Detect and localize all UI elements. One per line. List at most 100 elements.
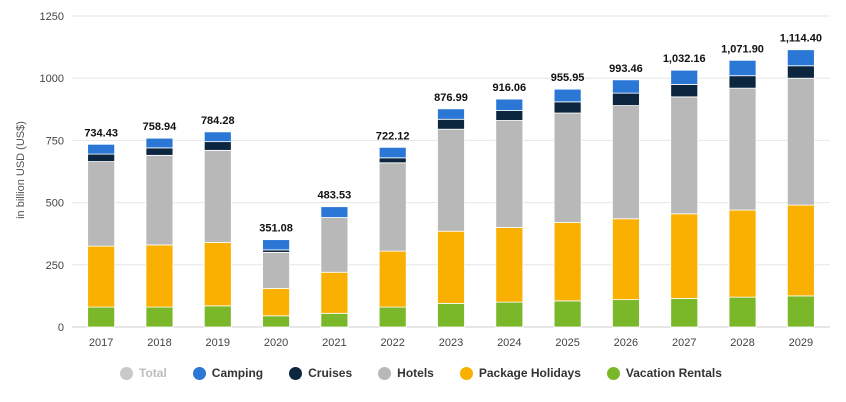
bar-segment-package-holidays [670,213,699,299]
y-axis-ticks: 0 250 500 750 1000 1250 [40,11,64,334]
bar-segment-hotels [378,162,407,252]
x-tick-label: 2024 [497,337,521,349]
legend-label: Hotels [397,366,434,380]
legend-label: Total [139,366,167,380]
bar-segment-package-holidays [437,230,465,304]
bar-segment-package-holidays [87,245,116,308]
legend-item-cruises[interactable]: Cruises [289,366,352,380]
bar-segment-cruises [495,110,524,121]
bar-segment-camping [728,59,757,77]
bar-segment-cruises [670,84,699,98]
bar-segment-camping [378,146,407,159]
x-tick-label: 2027 [672,337,696,349]
bar-segment-cruises [203,141,232,151]
bar-segment-package-holidays [203,242,232,307]
bar-segment-hotels [87,161,116,247]
bar-segment-package-holidays [495,227,524,303]
bar-segment-cruises [786,65,815,79]
legend-label: Camping [211,366,264,380]
bar-segment-hotels [203,149,232,243]
bar-segment-hotels [612,105,640,220]
total-label: 1,071.90 [721,43,764,55]
legend-label: Package Holidays [478,366,581,380]
bar-segment-vacation-rentals [786,295,815,328]
legend-item-vacation-rentals[interactable]: Vacation Rentals [606,366,722,380]
y-tick-label: 750 [46,135,64,147]
legend-item-camping[interactable]: Camping [192,366,264,380]
y-tick-label: 1000 [40,73,64,85]
bar-segment-vacation-rentals [203,305,232,328]
bar-segment-vacation-rentals [612,299,640,328]
bar-segment-cruises [437,118,465,130]
bar-segment-hotels [786,77,815,206]
bar-segment-camping [786,49,815,67]
bar-segment-package-holidays [378,250,407,308]
total-label: 758.94 [143,121,178,133]
total-labels: 734.43 758.94 784.28 351.08 483.53 722.12 876.… [84,33,822,235]
total-label: 734.43 [84,127,118,139]
legend-item-hotels[interactable]: Hotels [378,366,434,380]
legend-dot-icon [192,366,206,380]
bar-segment-package-holidays [553,222,582,302]
bar-segment-package-holidays [786,204,815,297]
bar-segment-vacation-rentals [437,302,465,328]
x-tick-label: 2019 [206,337,230,349]
bar-segment-camping [320,206,349,218]
bar-segment-camping [495,98,524,111]
legend-item-package-holidays[interactable]: Package Holidays [459,366,581,380]
bar-segment-camping [612,79,640,94]
y-tick-label: 0 [58,322,64,334]
bar-segment-vacation-rentals [728,296,757,328]
bar-segment-hotels [728,87,757,211]
x-tick-label: 2018 [147,337,171,349]
x-tick-label: 2023 [439,337,463,349]
total-label: 916.06 [492,82,526,94]
y-tick-label: 500 [46,198,64,210]
x-tick-label: 2021 [322,337,346,349]
legend: Total Camping Cruises Hotels Package Holiday… [120,366,722,380]
bar-segment-camping [553,88,582,103]
legend-item-total[interactable]: Total [120,366,167,380]
total-label: 993.46 [609,63,643,75]
x-tick-label: 2025 [555,337,579,349]
legend-dot-icon [459,366,473,380]
total-label: 483.53 [318,190,352,202]
total-label: 1,114.40 [780,33,822,45]
total-label: 784.28 [201,115,235,127]
bar-segment-camping [145,137,174,149]
bar-segment-hotels [320,217,349,273]
bar-segment-vacation-rentals [87,306,116,328]
bar-segment-camping [87,143,116,155]
bar-segment-package-holidays [320,271,349,314]
y-tick-label: 250 [46,260,64,272]
y-axis-label: in billion USD (US$) [15,121,27,219]
bar-segment-camping [437,108,465,120]
bar-segment-hotels [670,96,699,215]
total-label: 955.95 [551,72,585,84]
bar-segment-hotels [262,251,290,289]
bar-segment-cruises [612,92,640,106]
bar-segment-package-holidays [612,218,640,301]
bar-segment-cruises [553,101,582,114]
bar-segment-package-holidays [728,209,757,298]
x-tick-label: 2026 [614,337,638,349]
bar-segment-hotels [145,154,174,246]
bar-segment-vacation-rentals [262,315,290,328]
x-axis-ticks: 2017 2018 2019 2020 2021 2022 2023 2024 2025 2026… [89,337,813,349]
x-tick-label: 2017 [89,337,113,349]
bar-segment-vacation-rentals [495,301,524,328]
bar-segment-vacation-rentals [670,297,699,328]
x-tick-label: 2029 [789,337,813,349]
bar-segment-package-holidays [262,288,290,317]
total-label: 876.99 [434,92,468,104]
bar-segment-vacation-rentals [145,306,174,328]
bar-segment-vacation-rentals [553,300,582,328]
bar-segment-package-holidays [145,244,174,308]
bar-segment-hotels [495,120,524,228]
legend-dot-icon [378,366,392,380]
total-label: 1,032.16 [663,53,706,65]
bars [87,49,815,328]
bar-segment-vacation-rentals [320,312,349,328]
legend-dot-icon [120,366,133,380]
